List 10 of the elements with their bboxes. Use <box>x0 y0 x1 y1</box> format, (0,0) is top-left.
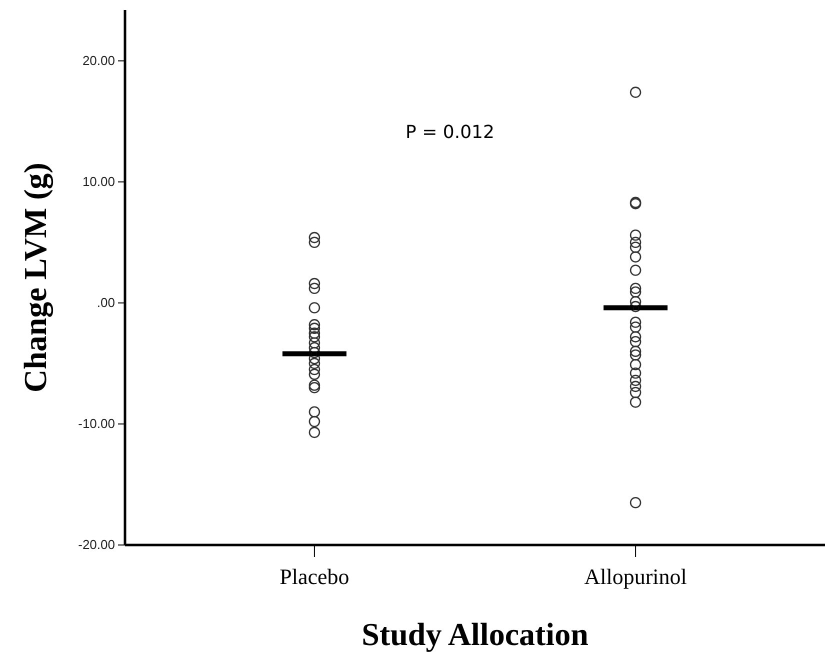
y-tick-label: -20.00 <box>78 537 115 552</box>
y-tick-label: .00 <box>96 295 115 310</box>
x-tick-label: Allopurinol <box>584 564 687 590</box>
y-tick-label: 20.00 <box>82 52 115 68</box>
y-tick-label: 10.00 <box>82 174 115 190</box>
y-axis-title: Change LVM (g) <box>17 162 54 392</box>
y-tick-label: -10.00 <box>78 416 115 432</box>
x-axis-title: Study Allocation <box>362 616 589 652</box>
annotation: P = 0.012 <box>406 122 494 143</box>
x-tick-label: Placebo <box>280 564 350 590</box>
